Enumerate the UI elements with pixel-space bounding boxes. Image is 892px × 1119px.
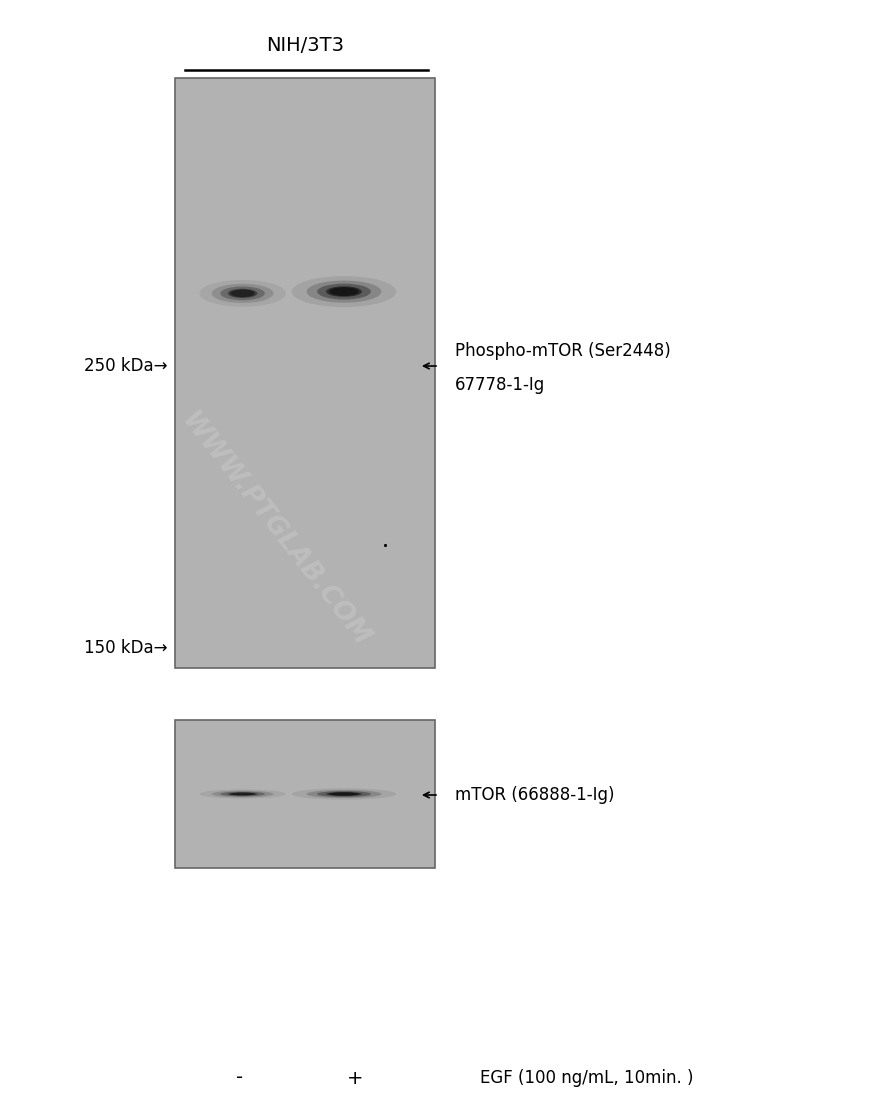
Ellipse shape (220, 791, 265, 797)
Text: -: - (236, 1069, 244, 1088)
Text: 67778-1-Ig: 67778-1-Ig (455, 376, 545, 394)
Ellipse shape (307, 281, 382, 302)
Text: 250 kDa→: 250 kDa→ (85, 357, 168, 375)
Text: mTOR (66888-1-Ig): mTOR (66888-1-Ig) (455, 786, 615, 803)
Bar (175, 78, 435, 668)
Ellipse shape (227, 289, 258, 298)
Ellipse shape (230, 290, 255, 298)
Ellipse shape (329, 792, 359, 796)
Ellipse shape (326, 792, 362, 796)
Ellipse shape (200, 789, 285, 799)
Text: NIH/3T3: NIH/3T3 (266, 36, 344, 55)
Ellipse shape (200, 280, 285, 307)
Text: +: + (347, 1069, 363, 1088)
Text: EGF (100 ng/mL, 10min. ): EGF (100 ng/mL, 10min. ) (480, 1069, 693, 1087)
Ellipse shape (211, 791, 274, 798)
Ellipse shape (230, 792, 255, 796)
Ellipse shape (220, 286, 265, 300)
Bar (175, 720, 435, 868)
Text: Phospho-mTOR (Ser2448): Phospho-mTOR (Ser2448) (455, 342, 671, 360)
Ellipse shape (211, 284, 274, 303)
Ellipse shape (317, 283, 371, 300)
Ellipse shape (292, 276, 396, 307)
Text: WWW.PTGLAB.COM: WWW.PTGLAB.COM (175, 408, 374, 652)
Text: 150 kDa→: 150 kDa→ (85, 639, 168, 657)
Ellipse shape (227, 792, 258, 796)
Ellipse shape (317, 791, 371, 797)
Ellipse shape (307, 790, 382, 798)
Ellipse shape (292, 788, 396, 800)
Ellipse shape (329, 288, 359, 297)
Ellipse shape (326, 286, 362, 297)
